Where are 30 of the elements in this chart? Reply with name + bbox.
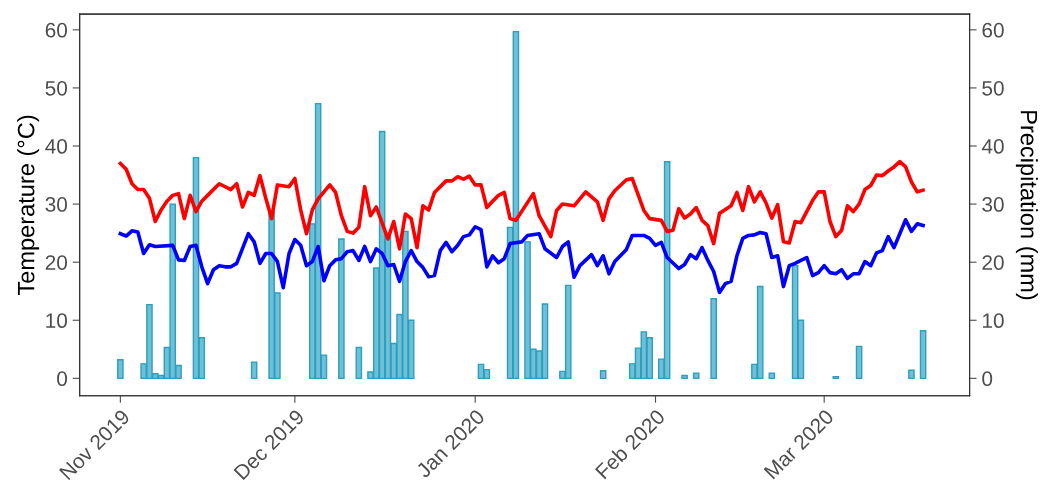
bar bbox=[768, 372, 776, 380]
bar bbox=[710, 298, 717, 380]
y2-tick-label: 10 bbox=[983, 313, 1004, 329]
y-tick-label: 60 bbox=[45, 22, 68, 38]
bar bbox=[855, 345, 863, 380]
y2-tick-label: 50 bbox=[982, 80, 1004, 96]
y-axis-title: Temperature (°C) bbox=[17, 115, 40, 296]
y-tick-label: 20 bbox=[45, 255, 68, 270]
bar bbox=[338, 238, 345, 380]
line-series bbox=[118, 217, 925, 295]
y-tick-label: 30 bbox=[45, 197, 68, 212]
bar bbox=[117, 359, 124, 380]
y2-tick-label: 30 bbox=[982, 197, 1004, 212]
y-tick-label: 40 bbox=[45, 139, 68, 154]
line-series bbox=[118, 159, 925, 251]
bar bbox=[250, 361, 258, 380]
y-tick-label: 0 bbox=[57, 371, 68, 387]
bar bbox=[599, 370, 607, 380]
y2-tick-label: 40 bbox=[981, 139, 1004, 154]
y2-tick-label: 20 bbox=[982, 255, 1004, 270]
bar bbox=[355, 346, 363, 380]
bar bbox=[692, 372, 700, 380]
bar bbox=[908, 369, 915, 380]
y2-tick-label: 60 bbox=[982, 22, 1004, 38]
y-tick-label: 50 bbox=[45, 80, 68, 96]
bar bbox=[919, 330, 927, 380]
y2-tick-label: 0 bbox=[982, 371, 993, 387]
y-tick-label: 10 bbox=[46, 313, 68, 329]
y2-axis-title: Precipitation (mm) bbox=[1015, 111, 1038, 300]
bar bbox=[681, 374, 688, 380]
